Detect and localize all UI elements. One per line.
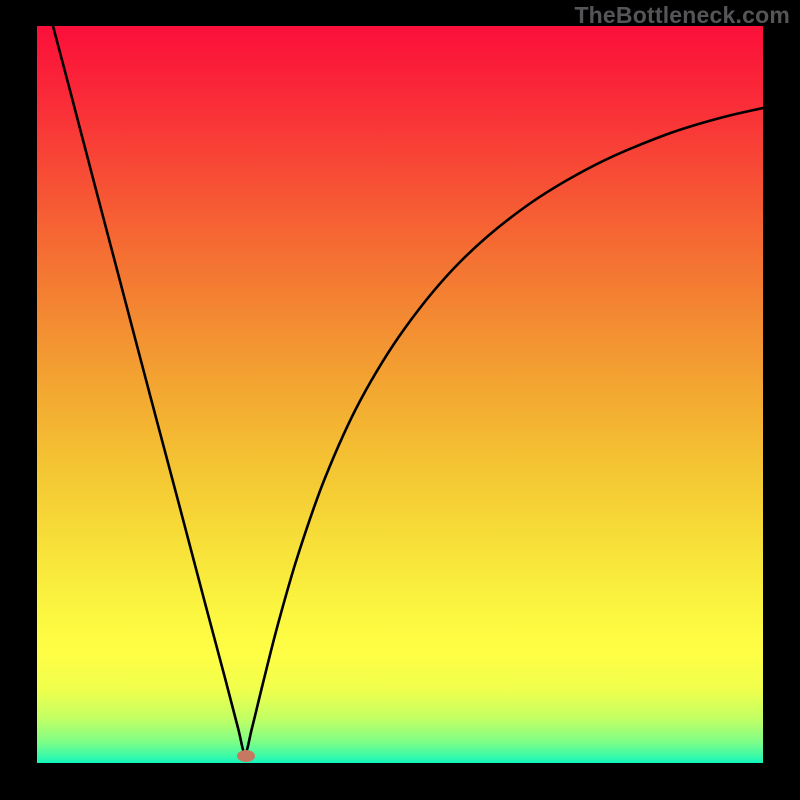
watermark-text: TheBottleneck.com — [574, 2, 790, 29]
chart-container: TheBottleneck.com — [0, 0, 800, 800]
bottleneck-chart — [0, 0, 800, 800]
plot-background-gradient — [37, 26, 763, 763]
minimum-marker — [237, 750, 255, 762]
